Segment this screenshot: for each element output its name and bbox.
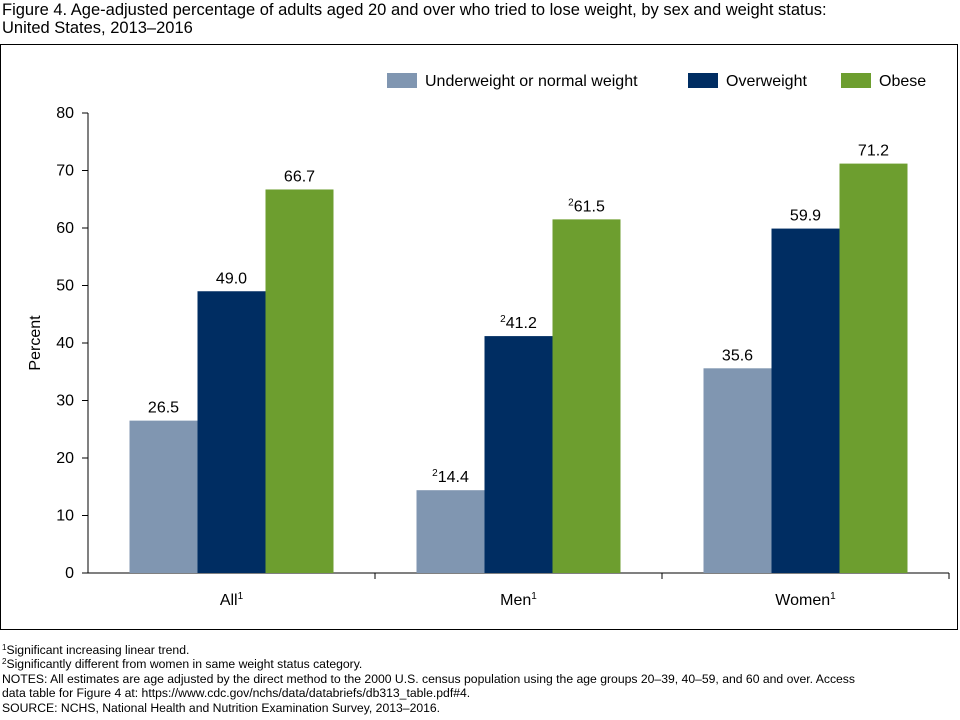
data-label-all-obese: 66.7 xyxy=(284,168,315,185)
y-axis-title: Percent xyxy=(27,315,44,371)
data-label-women-overweight: 59.9 xyxy=(790,208,821,225)
footnotes: 1Significant increasing linear trend. 2S… xyxy=(2,643,954,715)
data-label-men-obese: 261.5 xyxy=(568,197,605,215)
footnote-1: 1Significant increasing linear trend. xyxy=(2,643,954,657)
bar-all-underweight-or-normal-weight xyxy=(129,420,198,573)
legend-swatch-overweight xyxy=(688,73,718,88)
source-line: SOURCE: NCHS, National Health and Nutrit… xyxy=(2,700,441,715)
legend-label-underweight-or-normal-weight: Underweight or normal weight xyxy=(425,73,638,90)
y-tick-label-30: 30 xyxy=(56,393,74,410)
data-label-women-obese: 71.2 xyxy=(858,143,889,160)
bar-men-obese xyxy=(552,219,621,573)
legend-swatch-underweight-or-normal-weight xyxy=(387,73,417,88)
y-tick-label-20: 20 xyxy=(56,450,74,467)
bar-men-overweight xyxy=(484,336,553,573)
bar-women-overweight xyxy=(771,228,840,573)
legend-label-overweight: Overweight xyxy=(726,73,807,90)
data-label-women-underweight-or-normal-weight: 35.6 xyxy=(722,347,753,364)
x-category-label-men: Men1 xyxy=(500,591,537,609)
y-tick-label-60: 60 xyxy=(56,220,74,237)
footnote-2-mark: 2 xyxy=(2,657,7,667)
figure-title: Figure 4. Age-adjusted percentage of adu… xyxy=(2,1,952,37)
y-tick-label-40: 40 xyxy=(56,335,74,352)
y-tick-label-70: 70 xyxy=(56,163,74,180)
chart-frame: 0 10 20 30 40 50 60 70 80 Percent 26.5 49.0 66.7 All1… xyxy=(0,44,958,630)
footnote-2: 2Significantly different from women in s… xyxy=(2,657,954,671)
x-category-label-all: All1 xyxy=(220,591,244,609)
data-label-men-overweight: 241.2 xyxy=(500,314,537,332)
bar-men-underweight-or-normal-weight xyxy=(416,490,485,573)
data-label-men-underweight-or-normal-weight: 214.4 xyxy=(432,468,469,486)
legend-label-obese: Obese xyxy=(879,73,926,90)
y-tick-label-0: 0 xyxy=(65,565,74,582)
x-category-label-women: Women1 xyxy=(775,591,836,609)
data-label-all-overweight: 49.0 xyxy=(216,270,247,287)
notes-line-2: data table for Figure 4 at: https://www.… xyxy=(2,686,471,701)
footnote-2-text: Significantly different from women in sa… xyxy=(6,657,363,672)
y-tick-label-80: 80 xyxy=(56,105,74,122)
bar-all-overweight xyxy=(197,291,266,573)
data-label-all-underweight-or-normal-weight: 26.5 xyxy=(148,400,179,417)
notes-line-1: NOTES: All estimates are age adjusted by… xyxy=(2,671,855,686)
bar-all-obese xyxy=(265,189,334,573)
figure-title-line-1: Figure 4. Age-adjusted percentage of adu… xyxy=(2,1,827,19)
bar-women-underweight-or-normal-weight xyxy=(703,368,772,573)
footnote-1-text: Significant increasing linear trend. xyxy=(6,643,190,657)
bar-women-obese xyxy=(839,163,908,573)
figure-title-line-2: United States, 2013–2016 xyxy=(2,19,193,37)
legend-swatch-obese xyxy=(841,73,871,88)
footnote-1-mark: 1 xyxy=(2,643,7,652)
y-tick-label-50: 50 xyxy=(56,278,74,295)
y-tick-label-10: 10 xyxy=(56,508,74,525)
bar-chart: 0 10 20 30 40 50 60 70 80 Percent 26.5 49.0 66.7 All1… xyxy=(27,73,950,609)
